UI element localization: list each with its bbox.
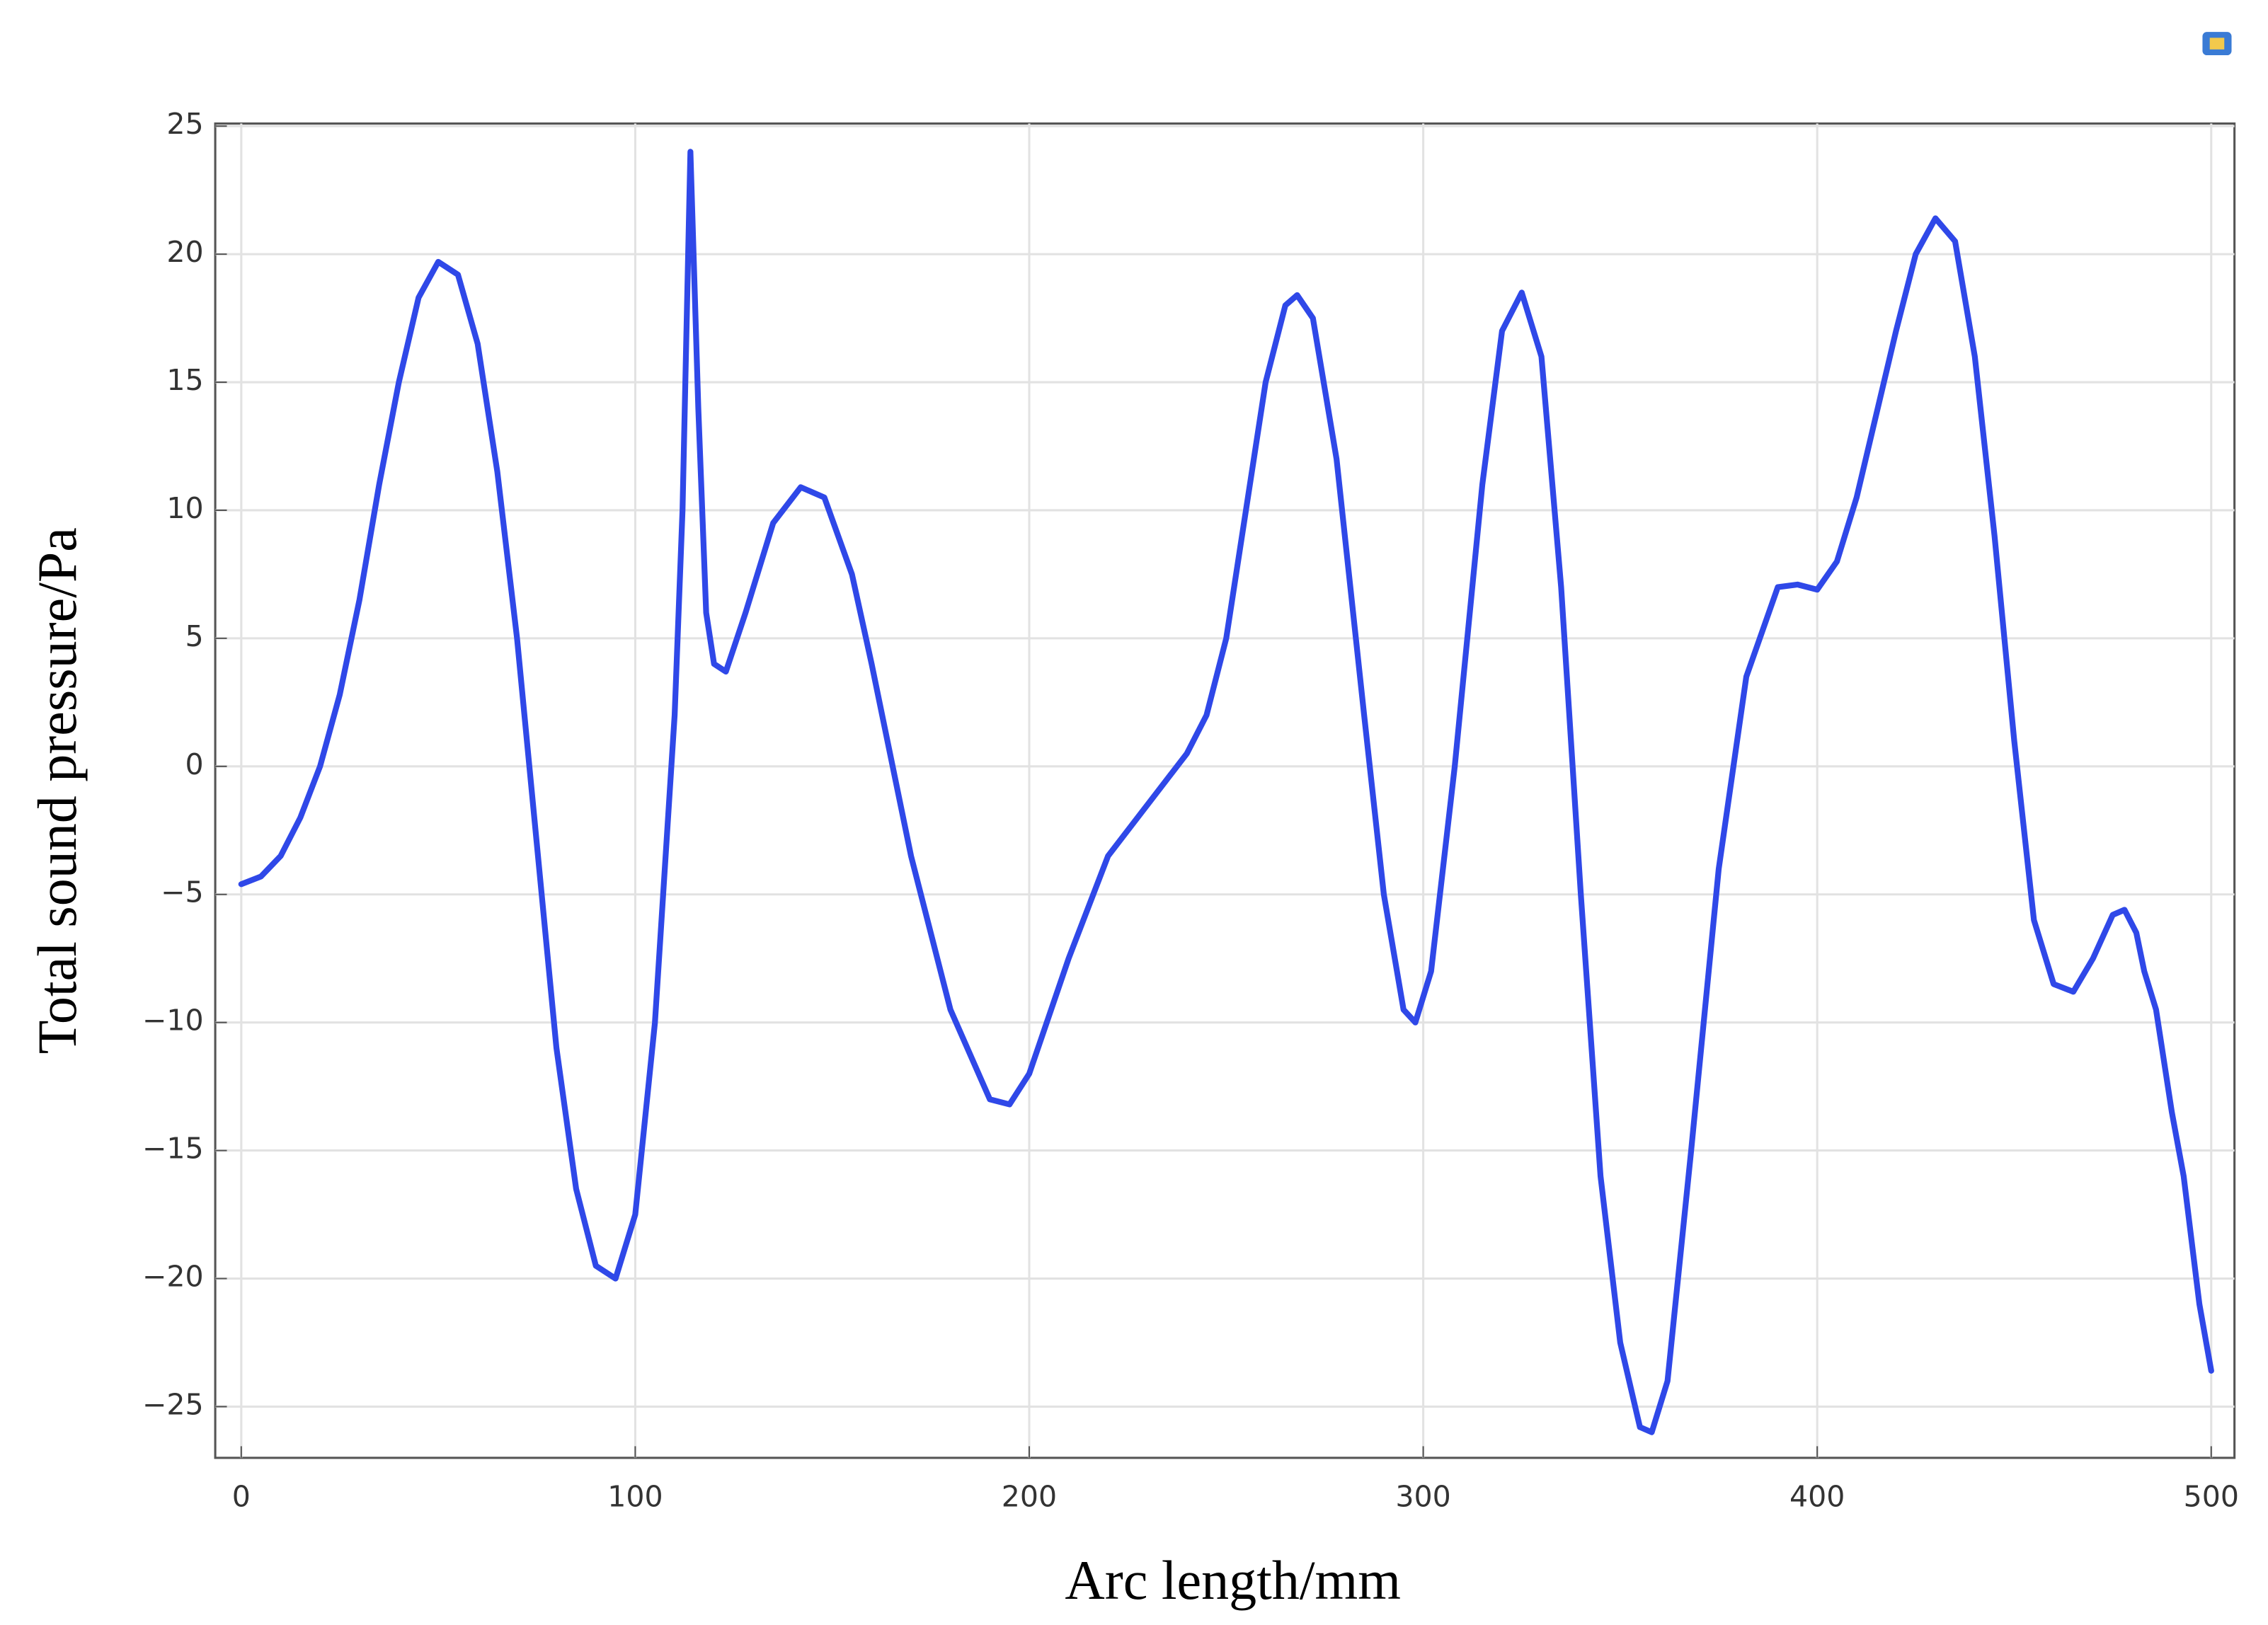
y-tick-label: −15: [142, 1132, 204, 1166]
y-tick-label: −25: [142, 1387, 204, 1421]
icon-inner: [2209, 38, 2225, 50]
y-tick-label: 5: [185, 619, 204, 653]
y-tick-label: 15: [166, 363, 203, 397]
y-tick-label: 0: [185, 747, 204, 781]
y-tick-label: 25: [166, 107, 203, 141]
x-tick-label: 100: [607, 1479, 663, 1513]
x-tick-label: 200: [1002, 1479, 1057, 1513]
plot-frame: [214, 122, 2236, 1459]
x-tick-label: 300: [1395, 1479, 1450, 1513]
x-tick-label: 400: [1789, 1479, 1845, 1513]
y-tick-label: −20: [142, 1260, 204, 1294]
y-tick-label: −10: [142, 1004, 204, 1038]
y-tick-label: 10: [166, 491, 203, 525]
x-tick-label: 0: [232, 1479, 251, 1513]
x-tick-label: 500: [2184, 1479, 2239, 1513]
y-tick-label: 20: [166, 235, 203, 269]
line-series: [238, 149, 2214, 1435]
y-axis-label: Total sound pressure/Pa: [26, 527, 88, 1054]
x-axis-label: Arc length/mm: [1065, 1549, 1401, 1611]
y-tick-label: −5: [161, 875, 204, 909]
